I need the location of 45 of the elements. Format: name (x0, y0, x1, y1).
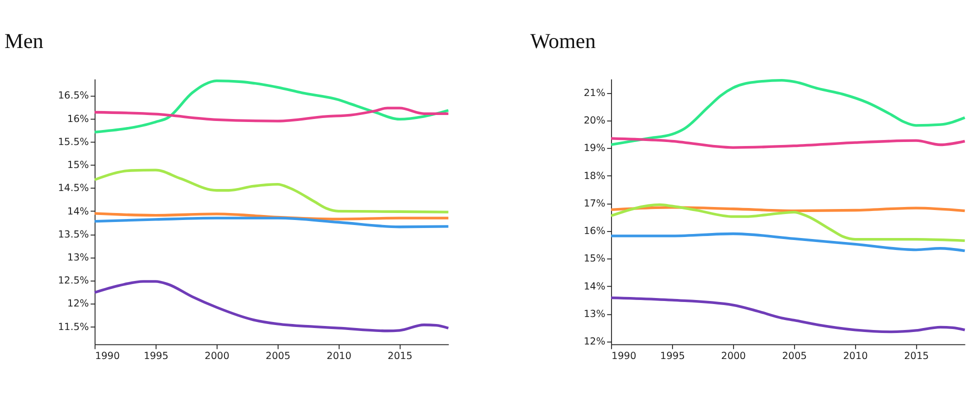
x-tick-label: 2010 (843, 350, 868, 362)
y-tick-label: 14% (67, 206, 89, 218)
y-tick-label: 17% (584, 198, 606, 210)
y-tick-label: 14.5% (58, 183, 89, 194)
line-series (610, 203, 966, 242)
y-tick-label: 15.5% (58, 136, 89, 148)
chart-title: Men (4, 29, 44, 54)
line-series (93, 216, 450, 228)
y-tick-label: 19% (584, 143, 606, 154)
y-tick-label: 13% (584, 308, 606, 320)
y-tick-label: 15% (67, 160, 89, 172)
y-tick-label: 12.5% (58, 276, 89, 287)
x-tick-label: 1995 (660, 350, 685, 362)
x-tick-label: 1990 (95, 350, 120, 362)
line-series (93, 106, 450, 122)
x-tick-label: 2000 (721, 350, 746, 362)
y-tick-label: 13.5% (58, 229, 89, 240)
line-series (93, 80, 450, 134)
x-tick-label: 2000 (204, 350, 230, 362)
line-series (93, 280, 450, 332)
chart-title: Women (530, 29, 596, 54)
x-tick-label: 2005 (266, 350, 290, 362)
y-tick-label: 11.5% (58, 322, 89, 333)
y-tick-label: 20% (584, 116, 606, 127)
x-tick-label: 2005 (782, 350, 807, 362)
y-tick-label: 16% (584, 226, 606, 238)
y-tick-label: 18% (584, 170, 606, 182)
y-tick-label: 21% (584, 88, 606, 99)
line-series (610, 137, 966, 149)
y-tick-label: 16% (67, 114, 89, 125)
y-tick-label: 14% (584, 281, 606, 292)
y-tick-label: 16.5% (58, 90, 89, 102)
y-tick-label: 12% (584, 336, 606, 348)
line-series (610, 79, 966, 146)
x-tick-label: 2015 (904, 350, 929, 362)
y-tick-label: 13% (67, 252, 89, 264)
line-series (93, 168, 450, 214)
line-series (610, 232, 966, 252)
x-tick-label: 2010 (326, 350, 352, 362)
line-series (610, 296, 966, 334)
y-tick-label: 12% (67, 298, 89, 310)
y-tick-label: 15% (584, 254, 606, 265)
x-tick-label: 2015 (388, 350, 412, 362)
x-tick-label: 1995 (144, 350, 168, 362)
x-tick-label: 1990 (612, 350, 636, 362)
